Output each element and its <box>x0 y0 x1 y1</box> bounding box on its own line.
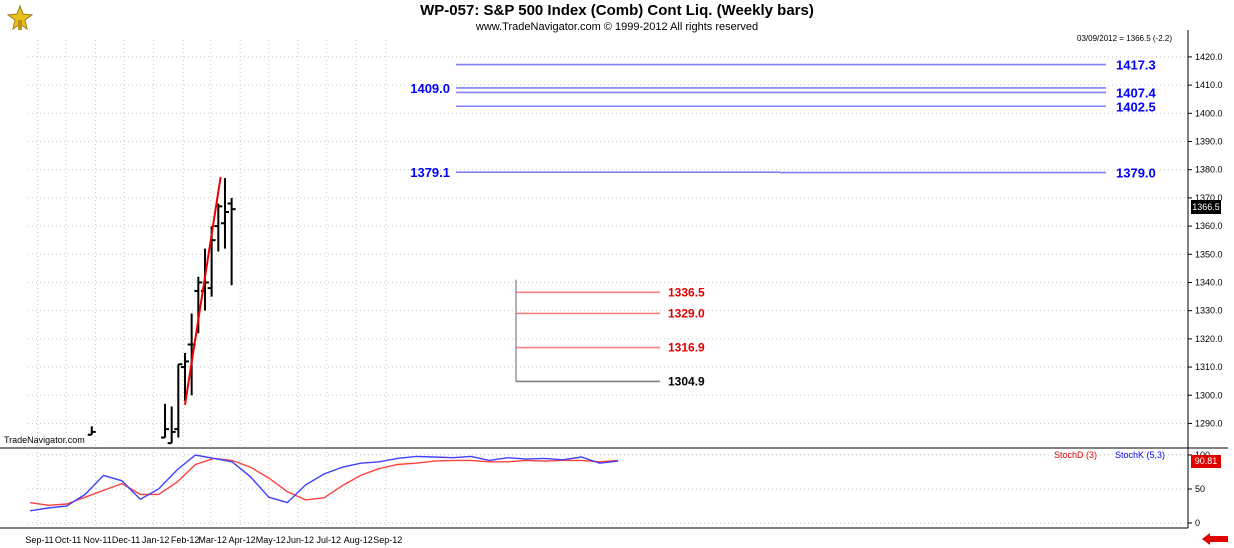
y-tick-label: 1360.0 <box>1195 221 1223 231</box>
x-tick-label: May-12 <box>256 535 286 545</box>
stoch-y-tick-label: 0 <box>1195 518 1200 528</box>
x-tick-label: Jan-12 <box>142 535 170 545</box>
x-tick-label: Apr-12 <box>229 535 256 545</box>
tradenavigator-logo-icon <box>6 4 34 31</box>
y-tick-label: 1350.0 <box>1195 249 1223 259</box>
stochd-line <box>29 457 619 507</box>
level-label: 1407.4 <box>1116 85 1157 100</box>
chart-title: WP-057: S&P 500 Index (Comb) Cont Liq. (… <box>420 2 814 19</box>
level-label: 1329.0 <box>668 306 705 320</box>
x-tick-label: Jul-12 <box>317 535 342 545</box>
y-tick-label: 1310.0 <box>1195 362 1223 372</box>
trend-line <box>184 176 222 405</box>
watermark: TradeNavigator.com <box>4 435 85 445</box>
level-label: 1417.3 <box>1116 58 1156 73</box>
y-tick-label: 1340.0 <box>1195 277 1223 287</box>
x-tick-label: Sep-12 <box>373 535 402 545</box>
x-tick-label: Jun-12 <box>286 535 314 545</box>
y-tick-label: 1380.0 <box>1195 165 1223 175</box>
x-tick-label: Oct-11 <box>55 535 81 545</box>
stochk-legend: StochK (5,3) <box>1115 450 1166 460</box>
y-tick-label: 1320.0 <box>1195 334 1223 344</box>
y-tick-label: 1390.0 <box>1195 137 1223 147</box>
last-bar-info: 03/09/2012 = 1366.5 (-2.2) <box>1077 34 1172 43</box>
last-price-marker: 1366.5 <box>1191 200 1221 214</box>
x-tick-label: Dec-11 <box>112 535 140 545</box>
level-label: 1304.9 <box>668 374 705 388</box>
y-tick-label: 1420.0 <box>1195 52 1223 62</box>
y-tick-label: 1330.0 <box>1195 306 1223 316</box>
y-tick-label: 1370.0 <box>1195 193 1223 203</box>
x-tick-label: Aug-12 <box>344 535 373 545</box>
x-tick-label: Mar-12 <box>198 535 227 545</box>
y-tick-label: 1410.0 <box>1195 80 1223 90</box>
x-tick-label: Nov-11 <box>83 535 111 545</box>
level-label: 1316.9 <box>668 341 705 355</box>
stochd-legend: StochD (3) <box>1054 450 1098 460</box>
chart-subtitle: www.TradeNavigator.com © 1999-2012 All r… <box>475 21 759 33</box>
stoch-y-tick-label: 50 <box>1195 484 1205 494</box>
level-label: 1379.0 <box>1116 166 1156 181</box>
y-tick-label: 1290.0 <box>1195 418 1223 428</box>
level-label: 1409.0 <box>410 81 450 96</box>
scroll-left-arrow-icon[interactable] <box>1200 532 1230 546</box>
stoch-value-marker: 90.81 <box>1191 455 1221 468</box>
level-label: 1336.5 <box>668 285 705 299</box>
y-tick-label: 1300.0 <box>1195 390 1223 400</box>
stochk-line <box>29 454 619 512</box>
level-label: 1379.1 <box>410 165 450 180</box>
x-tick-label: Sep-11 <box>25 535 53 545</box>
x-tick-label: Feb-12 <box>171 535 200 545</box>
y-tick-label: 1400.0 <box>1195 108 1223 118</box>
level-label: 1402.5 <box>1116 99 1156 114</box>
